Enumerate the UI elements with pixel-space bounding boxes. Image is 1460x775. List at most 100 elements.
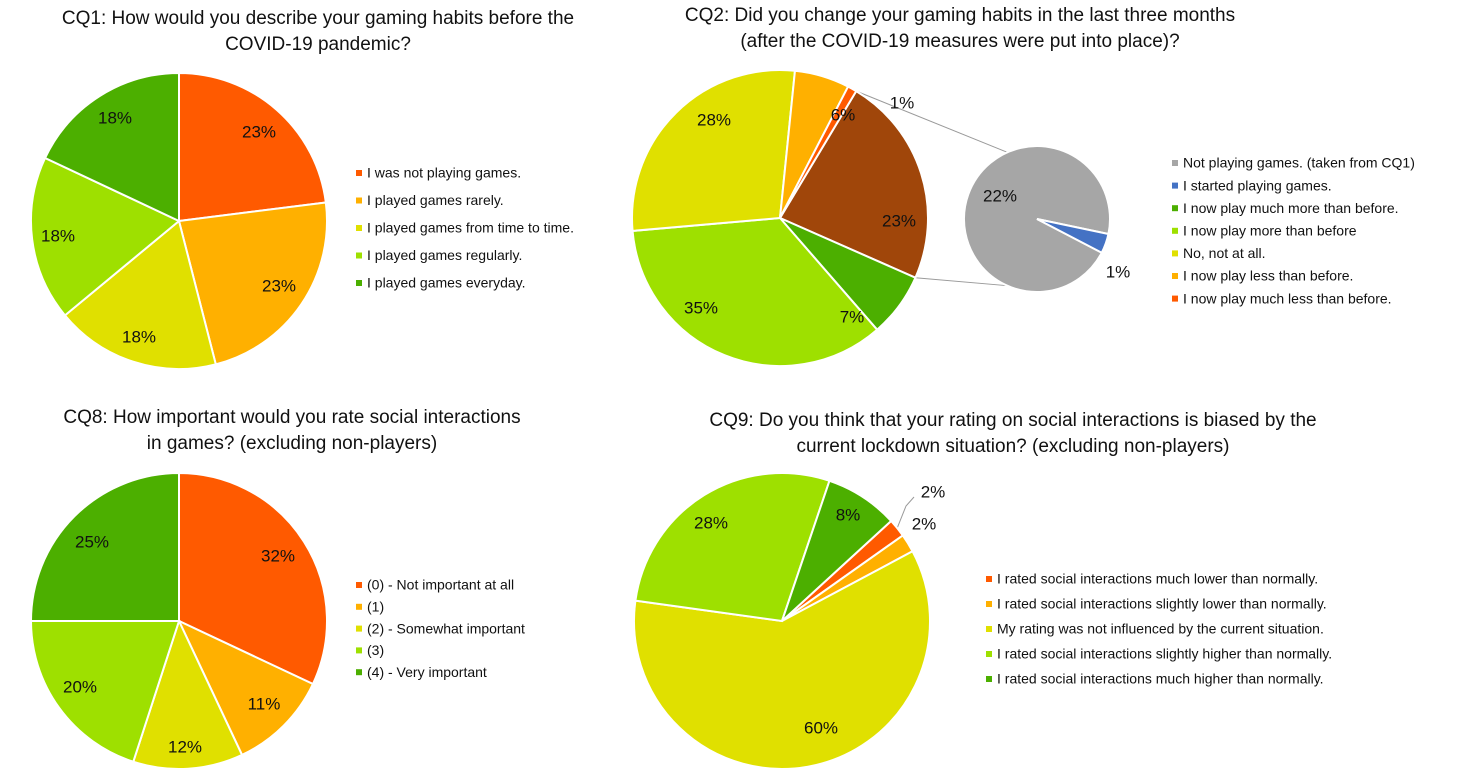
cq1-legend-swatch-2: [356, 225, 362, 231]
cq2-legend-item-3: I now play more than before: [1183, 223, 1357, 239]
cq1-slice-0: [178, 71, 327, 223]
cq9-legend-item-4: I rated social interactions much higher …: [997, 671, 1324, 687]
cq2-data-label-2: 35%: [684, 298, 718, 317]
cq1-legend-swatch-3: [356, 252, 362, 259]
cq2-slice-5: [779, 85, 858, 219]
cq2-connector-top: [856, 90, 1008, 153]
cq9-data-label-4: 8%: [836, 505, 861, 524]
cq8-legend-item-0: (0) - Not important at all: [367, 577, 514, 593]
cq2-legend-swatch-2: [1172, 205, 1178, 212]
cq2-title-line-2: (after the COVID-19 measures were put in…: [740, 31, 1179, 52]
cq8-slice-4: [29, 471, 180, 622]
cq8-legend-swatch-3: [356, 647, 362, 654]
cq2-data-label-3: 28%: [697, 110, 731, 129]
cq2-legend-swatch-4: [1172, 250, 1178, 257]
cq9-slice-2: [632, 549, 931, 770]
cq2-legend-swatch-1: [1172, 182, 1178, 189]
cq2-legend-swatch-6: [1172, 295, 1178, 302]
cq8-data-label-1: 11%: [248, 694, 281, 713]
cq2-data-label-4: 6%: [831, 105, 856, 124]
cq9-legend-swatch-3: [986, 651, 992, 657]
cq2-legend-item-6: I now play much less than before.: [1183, 290, 1392, 306]
cq9-legend-item-3: I rated social interactions slightly hig…: [997, 646, 1332, 662]
cq8-legend-item-1: (1): [367, 599, 384, 615]
chart-cq8: CQ8: How important would you rate social…: [29, 407, 525, 770]
cq2-legend-item-4: No, not at all.: [1183, 245, 1266, 261]
cq2-legend-item-0: Not playing games. (taken from CQ1): [1183, 155, 1415, 171]
cq1-data-label-1: 23%: [262, 276, 296, 295]
cq8-legend-swatch-4: [356, 669, 362, 676]
cq2-slice-3: [631, 69, 797, 232]
cq1-title-line-2: COVID-19 pandemic?: [225, 34, 411, 55]
cq8-slice-1: [176, 618, 315, 757]
cq1-slice-3: [30, 156, 181, 317]
cq1-legend-swatch-1: [356, 197, 362, 204]
cq8-slice-3: [29, 620, 181, 764]
cq8-title-line-2: in games? (excluding non-players): [147, 433, 437, 454]
cq9-legend-swatch-1: [986, 601, 992, 607]
cq8-legend-swatch-0: [356, 582, 362, 588]
cq9-data-label-0: 2%: [921, 482, 946, 501]
cq1-legend-item-4: I played games everyday.: [367, 275, 526, 291]
cq9-data-label-1: 2%: [912, 514, 937, 533]
cq1-slice-2: [63, 219, 218, 370]
cq2-legend-swatch-3: [1172, 227, 1178, 234]
cq1-legend-item-0: I was not playing games.: [367, 165, 521, 181]
chart-cq9: CQ9: Do you think that your rating on so…: [632, 410, 1332, 770]
cq9-title-line-2: current lockdown situation? (excluding n…: [796, 436, 1229, 457]
chart-cq1: CQ1: How would you describe your gaming …: [30, 8, 574, 370]
cq2-legend-swatch-0: [1172, 160, 1178, 166]
cq9-legend-item-1: I rated social interactions slightly low…: [997, 596, 1327, 612]
cq9-title-line-1: CQ9: Do you think that your rating on so…: [709, 410, 1316, 431]
cq2-legend-swatch-5: [1172, 273, 1178, 279]
cq1-slice-1: [177, 201, 328, 366]
cq1-slice-4: [43, 71, 180, 223]
cq8-data-label-3: 20%: [63, 677, 97, 696]
cq2-slice-2: [631, 216, 879, 367]
cq9-legend-item-2: My rating was not influenced by the curr…: [997, 621, 1324, 637]
cq8-slice-0: [178, 471, 328, 686]
cq1-legend-swatch-4: [356, 280, 362, 286]
cq2-legend-item-1: I started playing games.: [1183, 177, 1332, 193]
cq2-title-line-1: CQ2: Did you change your gaming habits i…: [685, 5, 1235, 26]
cq9-leader-line: [896, 496, 915, 529]
cq9-legend-item-0: I rated social interactions much lower t…: [997, 571, 1318, 587]
chart-cq2: CQ2: Did you change your gaming habits i…: [631, 5, 1415, 367]
cq9-slice-3: [634, 472, 831, 623]
cq2-legend-item-2: I now play much more than before.: [1183, 200, 1399, 216]
cq2-connector-bottom: [915, 277, 1008, 287]
cq9-data-label-2: 60%: [804, 718, 838, 737]
cq2-slice-0: [778, 89, 929, 280]
cq1-legend-item-3: I played games regularly.: [367, 247, 522, 263]
cq8-slice-2: [132, 618, 244, 770]
cq1-data-label-3: 18%: [41, 226, 75, 245]
cq2-secondary-slice-1: [1036, 218, 1110, 255]
cq8-data-label-0: 32%: [261, 546, 295, 565]
cq2-secondary-label-1: 1%: [1106, 262, 1131, 281]
cq2-secondary-label-0: 22%: [983, 186, 1017, 205]
cq9-slice-4: [781, 479, 893, 622]
cq8-legend-swatch-2: [356, 625, 362, 632]
cq9-legend-swatch-4: [986, 676, 992, 682]
cq1-data-label-2: 18%: [122, 327, 156, 346]
cq1-title-line-1: CQ1: How would you describe your gaming …: [62, 8, 574, 29]
cq1-legend-item-1: I played games rarely.: [367, 192, 504, 208]
cq8-legend-item-2: (2) - Somewhat important: [367, 620, 525, 636]
cq2-data-label-1: 7%: [840, 307, 865, 326]
cq1-legend-item-2: I played games from time to time.: [367, 220, 574, 236]
cq8-legend-item-3: (3): [367, 642, 384, 658]
cq2-legend-item-5: I now play less than before.: [1183, 268, 1353, 284]
cq9-data-label-3: 28%: [694, 513, 728, 532]
cq1-legend-swatch-0: [356, 170, 362, 176]
cq8-data-label-4: 25%: [75, 532, 109, 551]
cq8-legend-swatch-1: [356, 603, 362, 610]
cq1-data-label-4: 18%: [98, 108, 132, 127]
cq2-data-label-0: 23%: [882, 211, 916, 230]
cq9-legend-swatch-0: [986, 576, 992, 582]
cq1-data-label-0: 23%: [242, 122, 276, 141]
cq9-legend-swatch-2: [986, 626, 992, 632]
cq2-data-label-5: 1%: [890, 93, 915, 112]
cq8-legend-item-4: (4) - Very important: [367, 664, 487, 680]
cq8-title-line-1: CQ8: How important would you rate social…: [63, 407, 520, 428]
